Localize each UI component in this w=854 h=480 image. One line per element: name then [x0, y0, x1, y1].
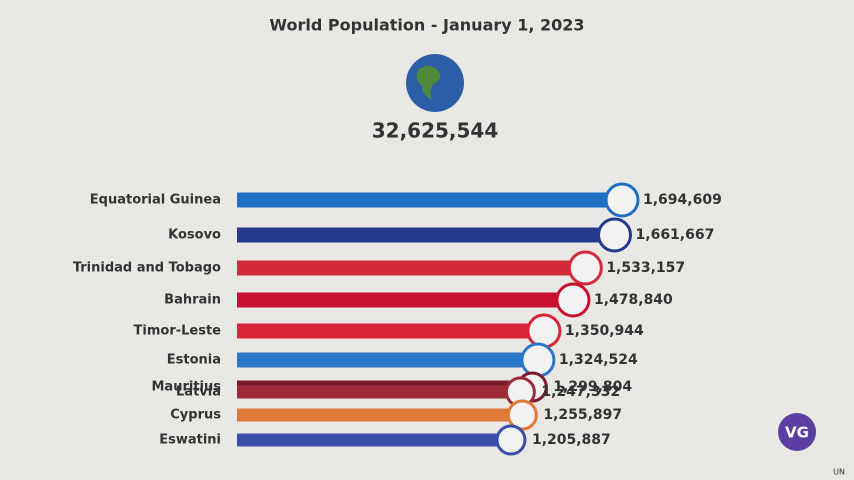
total-population: 32,625,544	[372, 119, 499, 143]
bar	[237, 385, 521, 399]
bar	[237, 352, 538, 368]
category-label: Eswatini	[159, 433, 221, 448]
flag-icon	[495, 424, 527, 456]
globe-icon	[406, 54, 464, 112]
value-label: 1,694,609	[643, 192, 722, 208]
bar	[237, 292, 573, 308]
chart-title: World Population - January 1, 2023	[269, 16, 584, 35]
category-label: Trinidad and Tobago	[73, 261, 221, 276]
value-label: 1,478,840	[594, 292, 673, 308]
value-label: 1,255,897	[543, 407, 622, 423]
bar	[237, 323, 544, 339]
category-label: Cyprus	[170, 408, 221, 423]
flag-icon	[567, 250, 603, 286]
flag-icon	[597, 217, 633, 253]
bar	[237, 260, 586, 276]
value-label: 1,350,944	[565, 323, 644, 339]
bar	[237, 227, 615, 243]
value-label: 1,299,804	[553, 379, 632, 395]
value-label: 1,661,667	[636, 227, 715, 243]
bar	[237, 192, 622, 208]
flag-icon	[526, 313, 562, 349]
flag-icon	[604, 182, 640, 218]
flag-icon	[555, 282, 591, 318]
flag-icon	[506, 399, 538, 431]
value-label: 1,247,332	[541, 384, 620, 400]
category-label: Timor-Leste	[134, 324, 222, 339]
category-label: Kosovo	[168, 228, 221, 243]
value-label: 1,205,887	[532, 432, 611, 448]
logo: VG	[785, 424, 809, 442]
value-label: 1,533,157	[606, 260, 685, 276]
flag-icon	[520, 342, 556, 378]
bar	[237, 433, 511, 447]
category-label: Mauritius	[152, 380, 222, 395]
category-label: Bahrain	[164, 293, 221, 308]
bar	[237, 408, 523, 422]
category-label: Equatorial Guinea	[90, 193, 221, 208]
category-label: Estonia	[167, 353, 221, 368]
source: UN	[833, 468, 845, 477]
value-label: 1,324,524	[559, 352, 638, 368]
logo-badge	[778, 413, 816, 451]
category-label: Latvia	[176, 385, 221, 400]
